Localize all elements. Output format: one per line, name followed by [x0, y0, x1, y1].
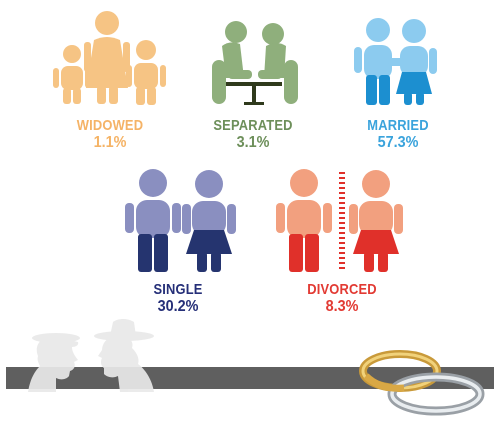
stat-value: 8.3% [325, 298, 359, 315]
stat-label: SEPARATED [213, 117, 293, 134]
stat-divorced: DIVORCED 8.3% [292, 282, 392, 315]
stat-married: MARRIED 57.3% [353, 118, 443, 151]
stat-label: SINGLE [153, 281, 203, 298]
stat-single: SINGLE 30.2% [138, 282, 218, 315]
stat-widowed: WIDOWED 1.1% [70, 118, 150, 151]
stat-value: 3.1% [236, 134, 270, 151]
stat-label: DIVORCED [307, 281, 377, 298]
stat-separated: SEPARATED 3.1% [205, 118, 301, 151]
stat-value: 57.3% [377, 134, 419, 151]
stat-label: WIDOWED [76, 117, 144, 134]
stat-label: MARRIED [367, 117, 429, 134]
stat-value: 1.1% [93, 134, 127, 151]
stat-value: 30.2% [157, 298, 199, 315]
